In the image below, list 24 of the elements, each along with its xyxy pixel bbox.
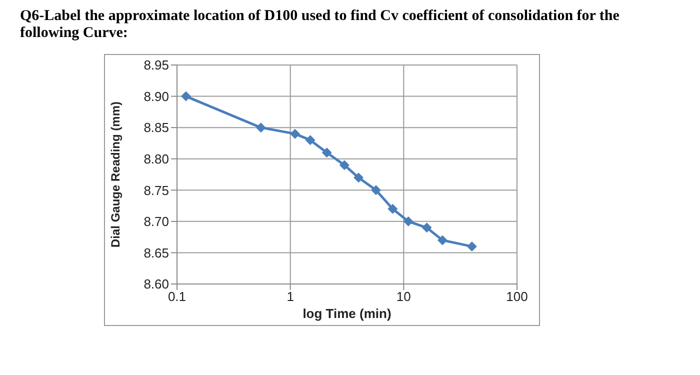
x-tick-label: 0.1 (168, 289, 186, 304)
y-tick-label: 8.65 (144, 245, 169, 260)
point (437, 235, 448, 246)
x-tick-label: 100 (506, 289, 528, 304)
point (388, 204, 398, 214)
point (371, 185, 381, 196)
y-tick-label: 8.90 (144, 88, 169, 104)
y-tick-label: 8.75 (144, 182, 169, 198)
y-tick-label: 8.60 (144, 276, 169, 292)
point (339, 160, 350, 170)
x-tick-label: 1 (286, 289, 294, 304)
x-tick-label: 10 (396, 289, 411, 304)
y-tick-label: 8.85 (144, 120, 169, 136)
x-axis-title: log Time (min) (302, 306, 392, 321)
point (322, 148, 332, 158)
chart-title: Q6-Label the approximate location of D100 used to find Cv coefficient of consolidation for the following Curve: (20, 8, 620, 42)
y-axis-title: Dial Gauge Reading (mm) (108, 101, 122, 248)
y-tick-label: 8.70 (144, 214, 169, 230)
y-tick-label: 8.95 (144, 58, 169, 73)
point (422, 222, 432, 233)
point (403, 216, 414, 226)
point (305, 135, 316, 146)
y-tick-label: 8.80 (144, 151, 169, 166)
point (354, 172, 364, 183)
